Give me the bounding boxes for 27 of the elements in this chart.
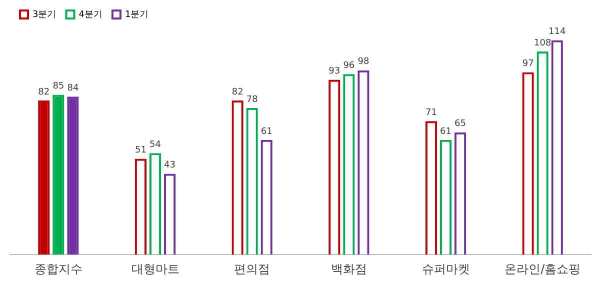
data-label: 54	[150, 140, 162, 150]
data-label: 51	[135, 146, 146, 156]
x-tick-label: 백화점	[330, 262, 367, 276]
data-label: 82	[38, 87, 50, 98]
data-label: 93	[328, 66, 340, 77]
data-label: 82	[232, 87, 244, 98]
data-label: 114	[548, 27, 566, 38]
x-tick-label: 편의점	[234, 262, 270, 276]
data-label: 108	[534, 38, 552, 48]
data-label: 97	[522, 59, 534, 70]
legend-label: 1분기	[124, 10, 149, 20]
x-tick-label: 종합지수	[34, 262, 82, 276]
data-label: 61	[440, 126, 452, 137]
data-label: 84	[67, 84, 79, 94]
data-label: 78	[246, 94, 258, 105]
data-label: 85	[52, 82, 64, 92]
x-tick-label: 대형마트	[131, 262, 180, 276]
data-label: 61	[260, 126, 272, 137]
data-label: 43	[164, 160, 176, 171]
legend-label: 4분기	[78, 10, 102, 20]
data-label: 71	[426, 108, 437, 118]
data-label: 98	[358, 57, 370, 68]
x-tick-label: 슈퍼마켓	[422, 262, 470, 276]
data-label: 65	[454, 119, 466, 130]
legend-label: 3분기	[32, 10, 56, 20]
data-label: 96	[343, 60, 355, 71]
x-tick-label: 온라인/홈쇼핑	[504, 262, 581, 276]
